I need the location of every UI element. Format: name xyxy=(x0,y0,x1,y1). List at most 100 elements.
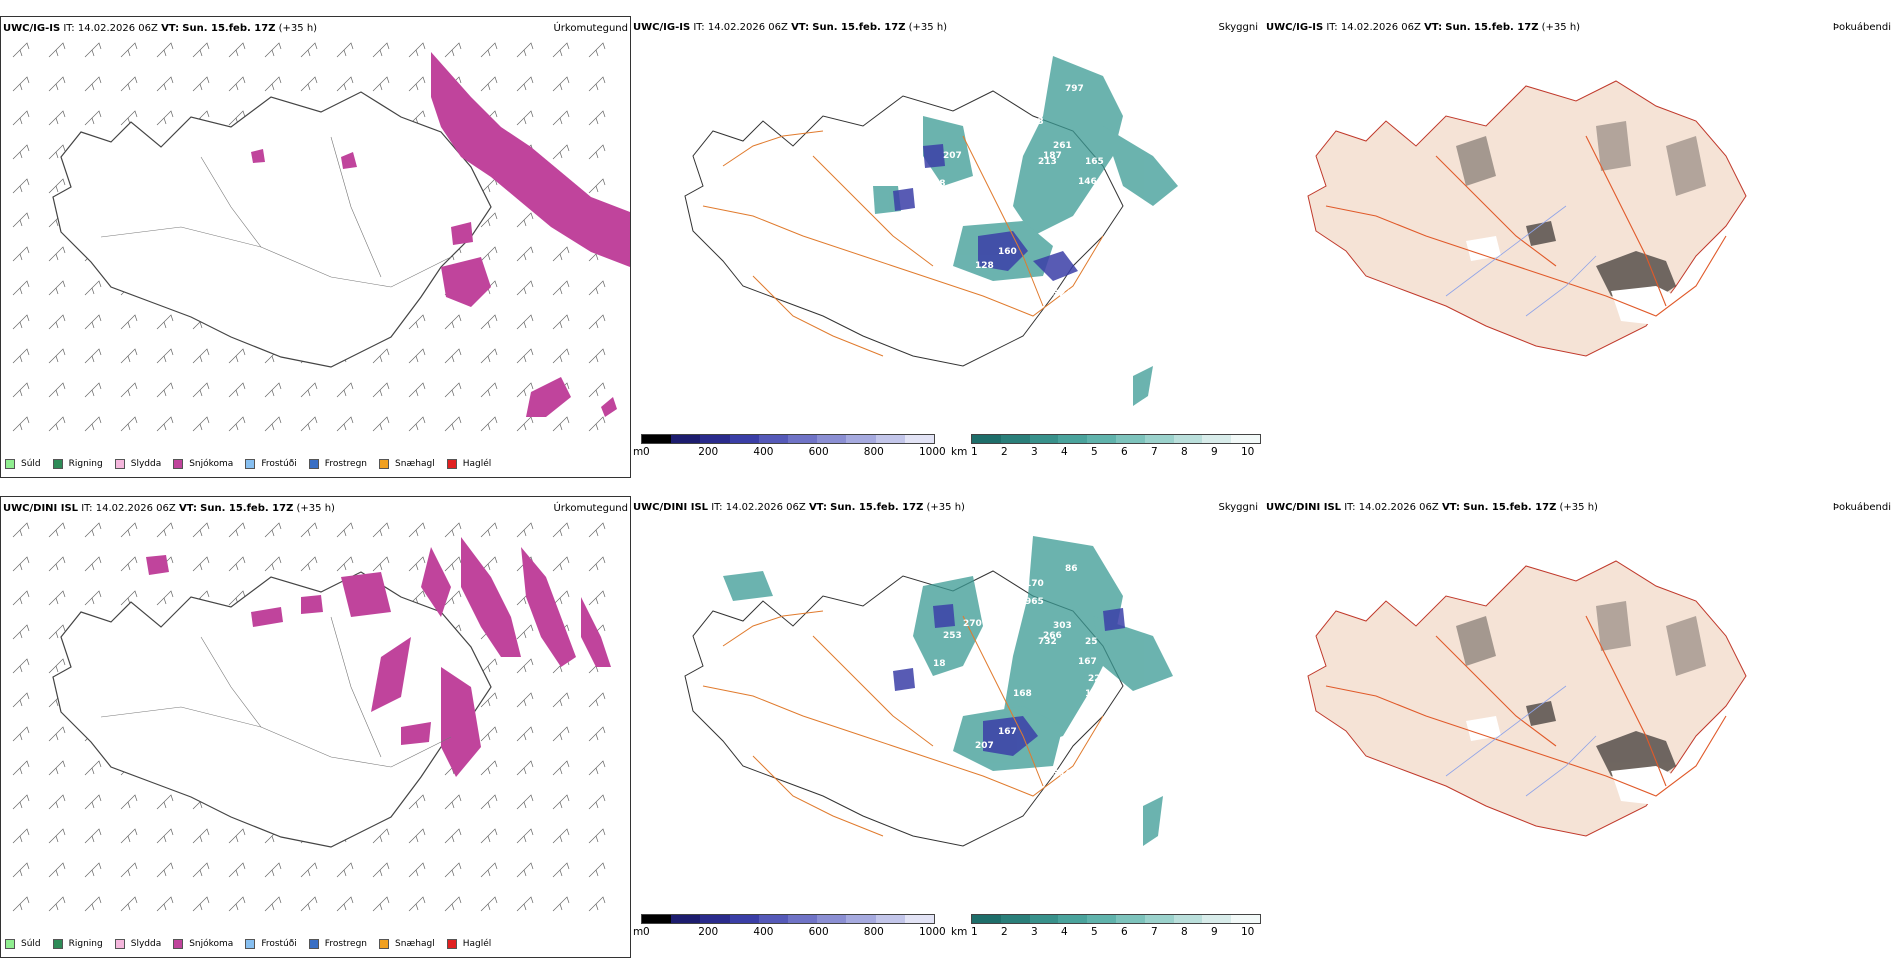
legend-swatch xyxy=(245,939,256,949)
wind-barb xyxy=(588,522,606,538)
scale-tick: 400 xyxy=(753,926,774,938)
wind-barb xyxy=(588,110,606,126)
wind-barb xyxy=(588,896,606,912)
wind-barb xyxy=(372,42,390,58)
wind-barb xyxy=(156,862,174,878)
it-label: IT: xyxy=(1344,502,1356,513)
wind-barb xyxy=(336,896,354,912)
height-label: 26 xyxy=(951,687,964,697)
height-label: 86 xyxy=(1065,564,1078,574)
wind-barb xyxy=(444,590,462,606)
wind-barb xyxy=(84,416,102,432)
wind-barb xyxy=(444,794,462,810)
height-label: 25 xyxy=(1085,637,1098,647)
wind-barb xyxy=(156,348,174,364)
wind-barb xyxy=(588,416,606,432)
height-scalebar: m 0 200 400 600 800 1000 xyxy=(633,914,946,940)
wind-barb xyxy=(12,382,30,398)
it-label: IT: xyxy=(693,22,705,33)
wind-barb xyxy=(300,382,318,398)
visibility-colorbar xyxy=(971,434,1261,444)
legend-swatch xyxy=(173,459,184,469)
vt-value: Sun. 15.feb. 17Z xyxy=(182,23,276,34)
fog-panel: UWC/DINI ISL IT: 14.02.2026 06Z VT: Sun.… xyxy=(1266,496,1897,958)
wind-barb xyxy=(264,416,282,432)
wind-barb xyxy=(120,42,138,58)
wind-barb xyxy=(552,76,570,92)
height-label: 27 xyxy=(918,719,931,729)
wind-barb xyxy=(12,624,30,640)
wind-barb xyxy=(264,382,282,398)
snow-areas xyxy=(146,537,611,777)
rivers xyxy=(1445,685,1597,797)
wind-barb xyxy=(552,42,570,58)
it-value: 14.02.2026 06Z xyxy=(1340,22,1421,33)
height-label: 160 xyxy=(998,247,1017,257)
wind-barb xyxy=(264,76,282,92)
legend-swatch xyxy=(308,459,319,469)
it-value: 14.02.2026 06Z xyxy=(77,23,158,34)
wind-barb xyxy=(552,590,570,606)
wind-barb xyxy=(408,416,426,432)
height-label: 732 xyxy=(1038,637,1057,647)
wind-barb xyxy=(192,896,210,912)
wind-barb xyxy=(480,314,498,330)
wind-barb xyxy=(228,556,246,572)
scale-tick: 600 xyxy=(808,446,829,458)
wind-barb xyxy=(156,110,174,126)
wind-barb xyxy=(192,862,210,878)
height-label: 168 xyxy=(1013,689,1032,699)
wind-barb xyxy=(120,110,138,126)
legend-swatch xyxy=(379,459,390,469)
legend-item: Frostúði xyxy=(245,939,297,949)
scale-tick: 3 xyxy=(1031,446,1038,458)
wind-barb xyxy=(300,862,318,878)
scale-tick: 9 xyxy=(1211,446,1218,458)
wind-barb xyxy=(516,862,534,878)
it-label: IT: xyxy=(711,502,723,513)
wind-barb xyxy=(84,590,102,606)
panel-title: Þokuábendi xyxy=(1832,22,1891,33)
panel-header: UWC/IG-IS IT: 14.02.2026 06Z VT: Sun. 15… xyxy=(633,22,1258,36)
wind-barb xyxy=(156,42,174,58)
vt-value: Sun. 15.feb. 17Z xyxy=(812,22,906,33)
wind-barb xyxy=(48,314,66,330)
wind-barb xyxy=(408,862,426,878)
wind-barb xyxy=(84,348,102,364)
wind-barb xyxy=(588,382,606,398)
wind-barb xyxy=(444,828,462,844)
wind-barb xyxy=(372,828,390,844)
legend-swatch xyxy=(52,939,63,949)
height-label: 303 xyxy=(1053,621,1072,631)
wind-barb xyxy=(480,522,498,538)
visibility-scalebar: km 1 2 3 4 5 6 7 8 9 10 xyxy=(951,434,1261,460)
it-value: 14.02.2026 06Z xyxy=(95,503,176,514)
wind-barb xyxy=(552,692,570,708)
roads xyxy=(100,136,452,288)
wind-barb xyxy=(156,828,174,844)
precip-map xyxy=(12,522,611,912)
wind-barb xyxy=(444,522,462,538)
height-label: 128 xyxy=(1088,741,1107,751)
legend-label: Haglél xyxy=(462,459,492,469)
wind-barb xyxy=(408,76,426,92)
wind-barb xyxy=(192,828,210,844)
wind-barb xyxy=(372,556,390,572)
scale-tick: 2 xyxy=(1001,446,1008,458)
panel-title: Úrkomutegund xyxy=(553,23,628,34)
scale-tick: 2 xyxy=(1001,926,1008,938)
it-label: IT: xyxy=(63,23,75,34)
legend-item: Snæhagl xyxy=(379,939,435,949)
wind-barb xyxy=(228,828,246,844)
wind-barb xyxy=(120,76,138,92)
scale-tick: 0 xyxy=(643,446,650,458)
panel-title: Skyggni xyxy=(1218,22,1258,33)
wind-barb xyxy=(84,522,102,538)
wind-barb xyxy=(84,556,102,572)
vt-value: Sun. 15.feb. 17Z xyxy=(200,503,294,514)
wind-barb xyxy=(336,42,354,58)
wind-barb xyxy=(264,522,282,538)
wind-barb xyxy=(480,348,498,364)
wind-barb xyxy=(480,76,498,92)
vt-value: Sun. 15.feb. 17Z xyxy=(1463,502,1557,513)
